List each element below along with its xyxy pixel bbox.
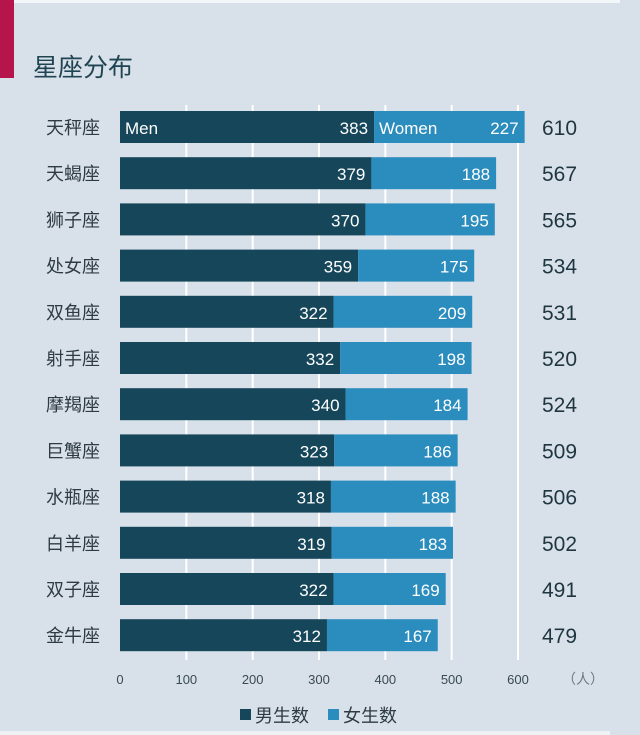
bottom-border [0,731,610,735]
total-label: 524 [542,394,577,417]
x-tick-label: 600 [507,672,529,687]
category-label: 双子座 [46,580,100,601]
bar-men [120,619,327,652]
bar-value-label: 323 [300,442,328,461]
bar-value-label: 319 [297,535,325,554]
bar-men [120,295,334,328]
bar-value-label: 227 [490,119,518,138]
bar-men [120,342,341,374]
total-label: 565 [542,209,577,232]
bar-women [374,111,525,143]
series-inline-label: Men [125,119,158,138]
x-tick-label: 500 [441,672,463,687]
bar-value-label: 169 [411,581,439,600]
total-label: 520 [542,348,577,371]
x-tick-label: 0 [116,672,123,687]
category-label: 双鱼座 [46,303,100,324]
category-label: 水瓶座 [46,488,100,509]
bar-value-label: 198 [437,350,465,369]
total-label: 534 [542,256,577,279]
bar-men [120,157,372,190]
category-label: 射手座 [46,349,100,370]
bar-value-label: 379 [337,165,365,184]
bar-women [326,619,438,652]
total-label: 509 [542,440,577,463]
bar-value-label: 209 [438,304,466,323]
bar-value-label: 322 [299,304,327,323]
bar-value-label: 175 [440,258,468,277]
x-tick-label: 400 [374,672,396,687]
total-label: 610 [542,117,577,140]
category-label: 天蝎座 [46,164,100,185]
bar-value-label: 195 [460,211,488,230]
bar-men [120,434,335,467]
chart-title: 星座分布 [33,53,134,82]
bar-value-label: 188 [421,489,449,508]
series-inline-label: Women [379,119,437,138]
bar-men [120,388,346,421]
category-label: 摩羯座 [46,395,100,416]
total-label: 506 [542,487,577,510]
bar-women [358,249,475,282]
total-label: 491 [542,579,577,602]
x-tick-label: 300 [308,672,330,687]
legend-label: 女生数 [343,706,397,727]
category-label: 天秤座 [46,118,100,139]
bar-value-label: 318 [297,489,325,508]
total-label: 567 [542,163,577,186]
bar-women [330,480,456,513]
accent-bar [0,0,14,78]
x-unit-label: （人） [562,672,604,688]
category-label: 白羊座 [46,534,100,555]
total-label: 502 [542,533,577,556]
x-tick-label: 100 [175,672,197,687]
bar-value-label: 332 [306,350,334,369]
bar-women [340,342,472,374]
bar-value-label: 167 [403,627,431,646]
bar-value-label: 312 [293,627,321,646]
total-label: 479 [542,625,577,648]
legend-label: 男生数 [255,706,309,727]
bar-value-label: 383 [340,119,368,138]
bar-value-label: 184 [433,396,461,415]
bar-men [120,480,331,513]
bar-women [333,573,446,605]
legend-swatch [328,709,339,720]
bar-men [120,249,359,282]
category-label: 金牛座 [46,626,100,647]
bar-men [120,526,332,559]
bar-value-label: 359 [324,258,352,277]
bar-men [120,573,334,605]
bar-value-label: 340 [311,396,339,415]
bar-value-label: 186 [423,442,451,461]
x-tick-label: 200 [242,672,264,687]
bar-women [365,203,495,236]
bar-value-label: 322 [299,581,327,600]
bar-women [345,388,468,421]
bar-value-label: 188 [462,165,490,184]
bar-men [120,203,366,236]
top-border [0,0,620,3]
bar-men [120,111,375,143]
legend-swatch [240,709,251,720]
bar-women [371,157,497,190]
category-label: 处女座 [46,257,100,278]
bar-value-label: 183 [419,535,447,554]
bar-women [333,295,473,328]
bar-value-label: 370 [331,211,359,230]
bar-women [334,434,458,467]
category-label: 巨蟹座 [46,441,100,462]
category-label: 狮子座 [46,210,100,231]
total-label: 531 [542,302,577,325]
bar-women [331,526,453,559]
